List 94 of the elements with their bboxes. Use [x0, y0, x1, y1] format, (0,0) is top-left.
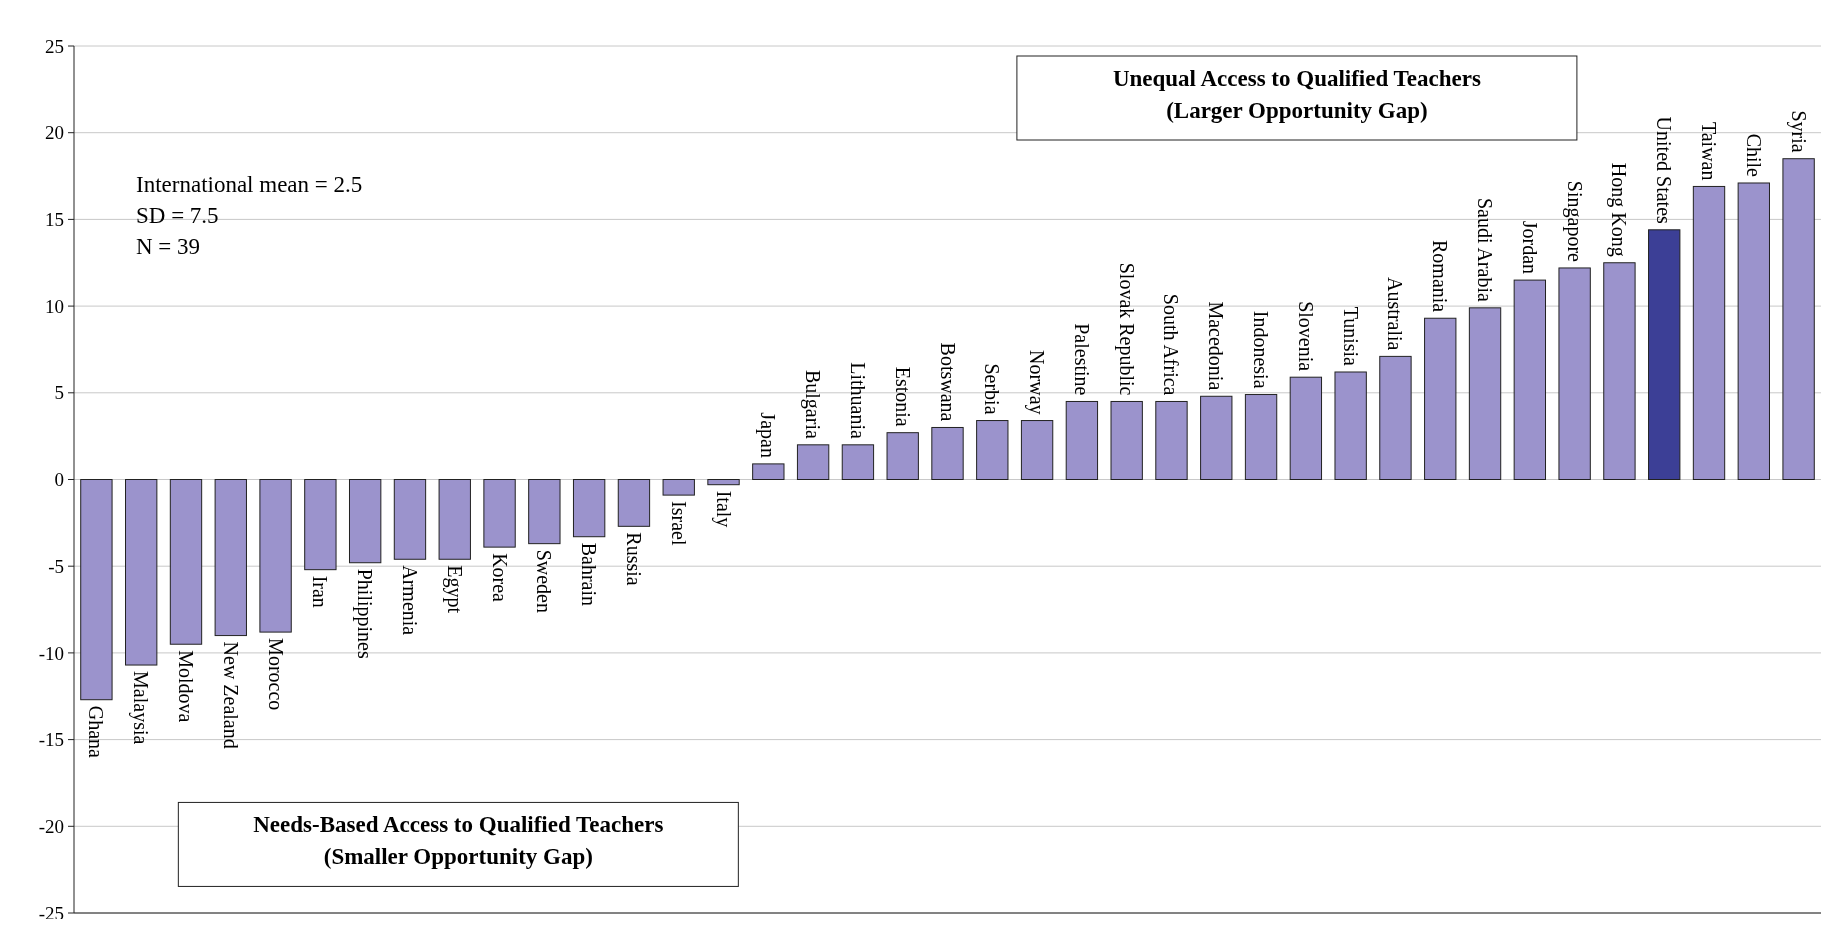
x-tick-label: Egypt [442, 565, 466, 614]
x-tick-label: Slovenia [1294, 301, 1317, 372]
x-tick-label: Saudi Arabia [1474, 197, 1497, 302]
x-tick-label: Korea [488, 553, 511, 603]
x-tick-label: Taiwan [1698, 121, 1721, 181]
x-tick-label: Iran [309, 575, 332, 608]
bar [572, 479, 606, 538]
bar [1737, 182, 1770, 480]
bar [1603, 262, 1636, 480]
bar [304, 479, 337, 571]
bar [1379, 355, 1412, 480]
bar [1110, 400, 1143, 480]
annotation: SD = 7.5 [136, 202, 219, 228]
bar [1648, 229, 1681, 480]
x-tick-label: United States [1653, 116, 1676, 225]
annotation: Unequal Access to Qualified Teachers (Larger Opportunity Gap) [1112, 66, 1481, 123]
x-tick-label: Palestine [1070, 323, 1093, 396]
x-tick-label: Slovak Republic [1114, 262, 1138, 396]
bar [393, 479, 427, 560]
bar [169, 479, 203, 645]
bar [841, 444, 875, 480]
x-tick-label: Bahrain [578, 542, 601, 607]
x-tick-label: Philippines [353, 568, 377, 659]
bar [1692, 185, 1726, 480]
x-tick-label: Morocco [264, 638, 287, 711]
bar [617, 479, 651, 527]
bar [1200, 395, 1233, 480]
bar [752, 463, 785, 480]
y-tick-label: 25 [45, 35, 64, 57]
x-tick-label: Sweden [533, 549, 556, 613]
bar [796, 444, 830, 480]
bar [1558, 267, 1591, 480]
bar [1065, 400, 1099, 480]
x-tick-label: Botswana [936, 342, 959, 422]
y-tick-label: 20 [45, 122, 64, 144]
x-tick-label: Armenia [398, 565, 421, 636]
x-tick-label: Australia [1384, 277, 1407, 351]
x-tick-label: Serbia [981, 363, 1004, 415]
bar [1782, 158, 1815, 480]
bar [931, 426, 964, 480]
x-tick-label: Italy [711, 490, 735, 528]
bar [125, 479, 158, 666]
x-tick-label: Ghana [85, 705, 108, 759]
x-tick-label: Chile [1742, 133, 1765, 178]
x-tick-label: Singapore [1562, 180, 1586, 263]
y-tick-label: -15 [38, 729, 64, 751]
bar [214, 479, 247, 637]
x-tick-label: South Africa [1160, 293, 1183, 396]
bar [662, 479, 695, 496]
y-tick-label: 10 [45, 295, 64, 317]
x-tick-label: Macedonia [1205, 301, 1228, 391]
x-tick-label: Russia [622, 532, 645, 586]
x-tick-label: Romania [1429, 240, 1452, 313]
bar [707, 479, 740, 486]
y-tick-label: -25 [38, 902, 64, 924]
x-tick-label: Hong Kong [1607, 162, 1631, 257]
bar [528, 479, 561, 545]
bar [348, 479, 382, 564]
x-tick-label: Lithuania [846, 362, 869, 439]
x-tick-label: Malaysia [129, 671, 153, 745]
bar [1289, 376, 1323, 480]
x-tick-label: Estonia [891, 366, 914, 427]
bar [1513, 279, 1547, 480]
x-tick-label: Norway [1025, 350, 1049, 415]
bar [438, 479, 471, 560]
bar [483, 479, 516, 548]
y-tick-label: 15 [45, 209, 64, 231]
y-tick-label: -10 [38, 642, 64, 664]
bar [1244, 394, 1278, 480]
x-tick-label: Jordan [1518, 220, 1541, 275]
x-tick-label: Tunisia [1339, 306, 1362, 367]
x-tick-label: Israel [667, 501, 690, 546]
bar [1334, 371, 1367, 480]
x-tick-label: Japan [756, 412, 780, 458]
annotation: N = 39 [136, 233, 201, 259]
bar [259, 479, 292, 633]
bar [886, 432, 919, 480]
x-tick-label: Syria [1786, 110, 1810, 153]
x-tick-label: Bulgaria [801, 369, 825, 439]
x-tick-label: Indonesia [1250, 310, 1273, 389]
bar [1424, 317, 1457, 480]
bar [1468, 307, 1502, 480]
bar [80, 479, 113, 701]
y-tick-label: 0 [54, 469, 64, 491]
annotation: Needs-Based Access to Qualified Teachers (Smaller Opportunity Gap) [253, 812, 664, 870]
y-tick-label: 5 [54, 382, 64, 404]
x-tick-label: New Zealand [219, 641, 242, 749]
annotation: International mean = 2.5 [136, 171, 363, 197]
bar [1155, 400, 1188, 480]
x-tick-label: Moldova [174, 650, 197, 723]
y-tick-label: -20 [38, 815, 64, 837]
bar [976, 420, 1009, 480]
y-tick-label: -5 [48, 555, 64, 577]
bar [1020, 420, 1054, 480]
